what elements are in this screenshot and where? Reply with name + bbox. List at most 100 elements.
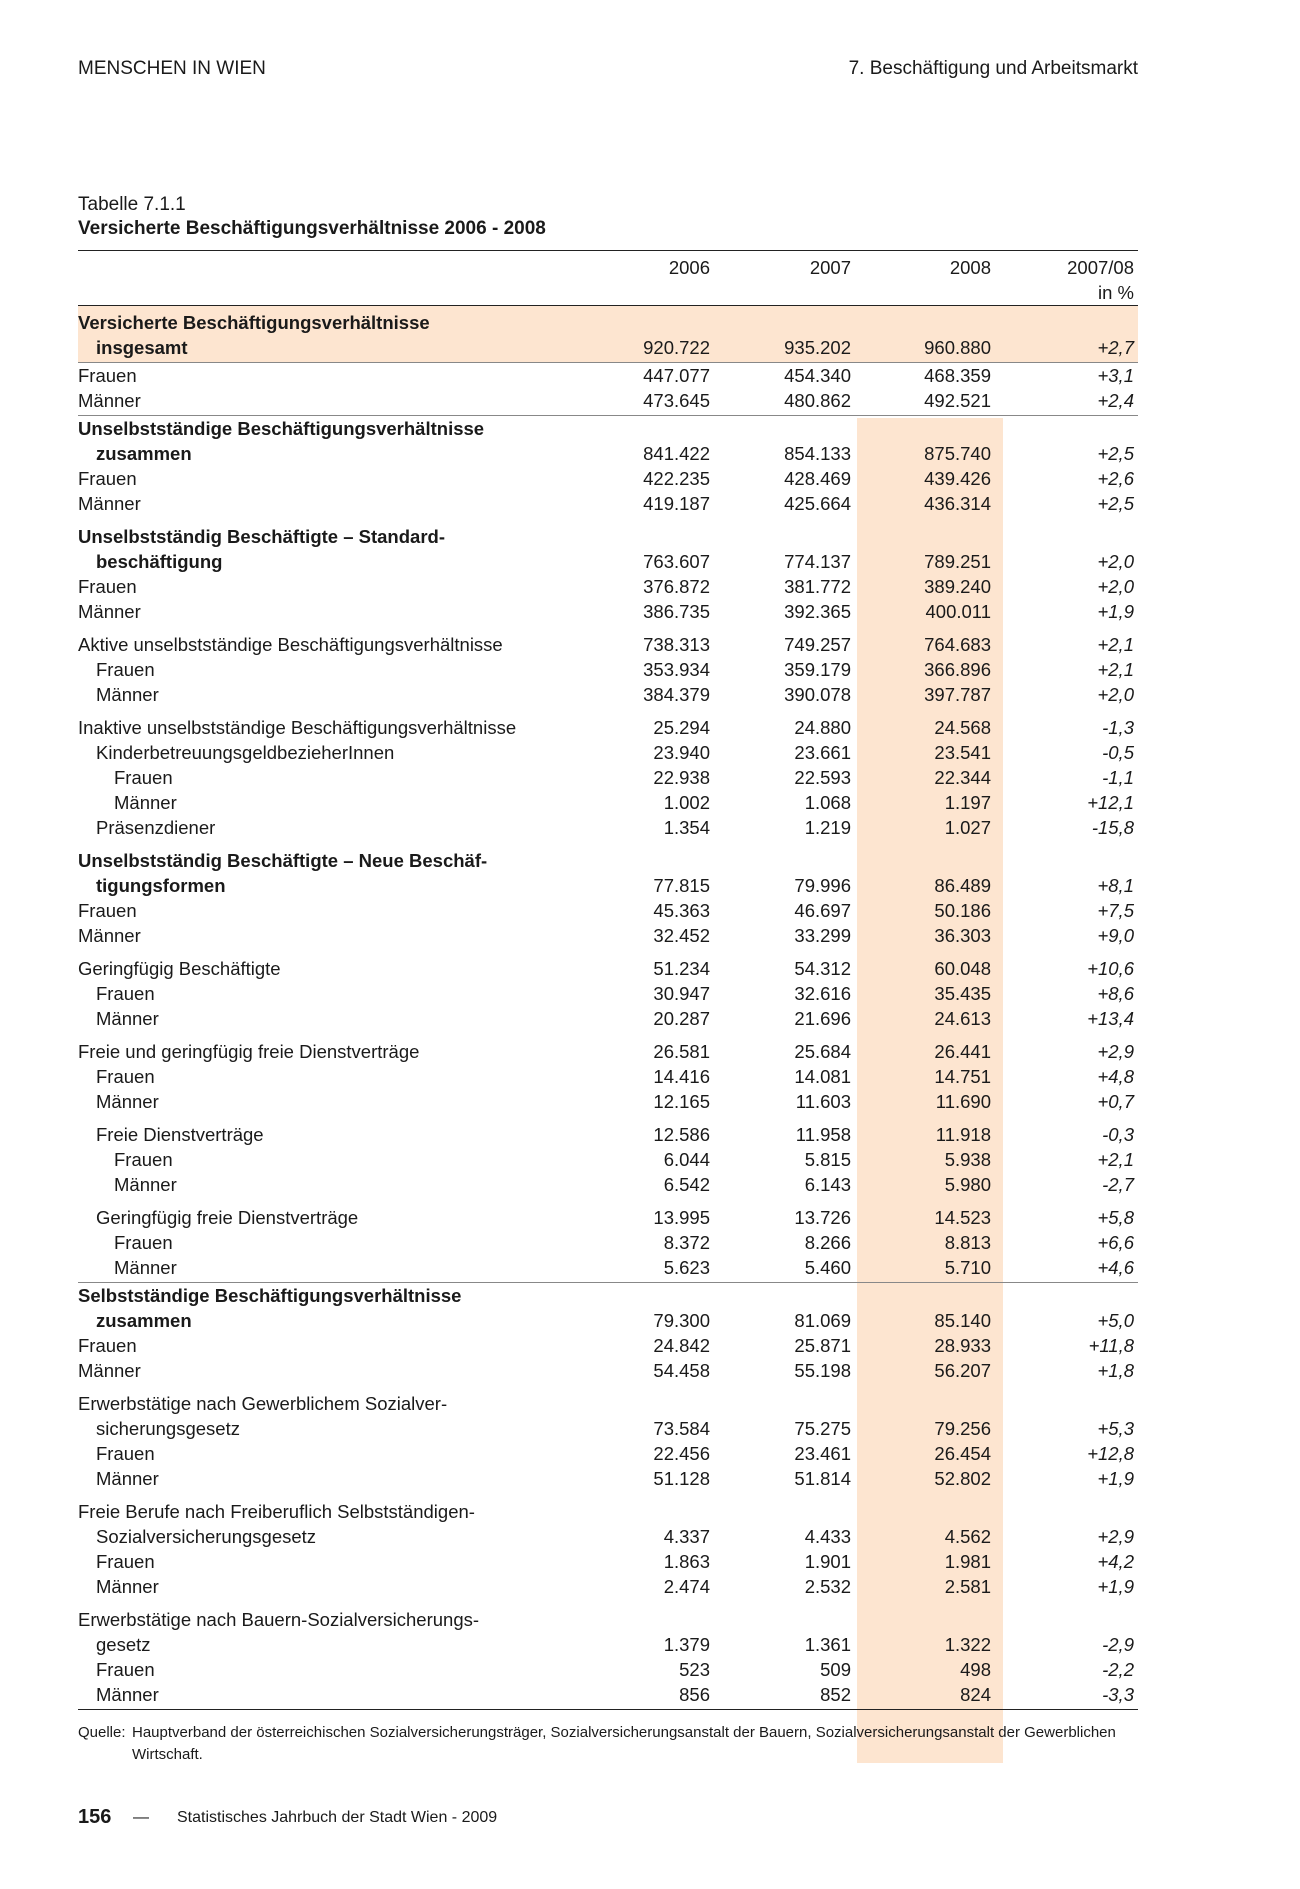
value-2008: 5.710 [944, 1257, 991, 1278]
row-group: Aktive unselbstständige Beschäftigungsve… [78, 624, 1138, 707]
table-row: Männer 32.452 33.299 36.303 +9,0 [78, 923, 1138, 948]
row-group: Unselbstständige Beschäftigungsverhältni… [78, 416, 1138, 516]
value-2006: 45.363 [653, 900, 710, 921]
row-group: Unselbstständig Beschäftigte – Neue Besc… [78, 840, 1138, 948]
value-2006: 5.623 [663, 1257, 710, 1278]
value-2008: 1.981 [944, 1551, 991, 1572]
row-group: Erwerbstätige nach Gewerblichem Sozialve… [78, 1383, 1138, 1491]
value-2008: 86.489 [934, 875, 991, 896]
value-2007: 75.275 [794, 1418, 851, 1439]
table-row: Frauen 24.842 25.871 28.933 +11,8 [78, 1333, 1138, 1358]
value-2008: 56.207 [934, 1360, 991, 1381]
row-label: Männer [114, 1257, 177, 1278]
change-percent: +4,6 [1097, 1257, 1134, 1278]
change-percent: +12,1 [1087, 792, 1134, 813]
table-title: Versicherte Beschäftigungsverhältnisse 2… [78, 218, 546, 239]
row-label: Frauen [114, 1149, 173, 1170]
table-row: Männer 386.735 392.365 400.011 +1,9 [78, 599, 1138, 624]
row-label: Versicherte Beschäftigungsverhältnisse [78, 312, 430, 333]
row-label: zusammen [96, 443, 192, 464]
value-2007: 774.137 [784, 551, 851, 572]
row-label: tigungsformen [96, 875, 226, 896]
value-2007: 392.365 [784, 601, 851, 622]
change-percent: -1,1 [1102, 767, 1134, 788]
column-header-2006: 2006 [668, 257, 710, 278]
table-row: Frauen 376.872 381.772 389.240 +2,0 [78, 574, 1138, 599]
table-row: Frauen 523 509 498 -2,2 [78, 1657, 1138, 1682]
value-2007: 14.081 [794, 1066, 851, 1087]
value-2007: 22.593 [794, 767, 851, 788]
value-2007: 23.461 [794, 1443, 851, 1464]
change-percent: +2,6 [1097, 468, 1134, 489]
row-label: Männer [96, 1008, 159, 1029]
value-2008: 28.933 [934, 1335, 991, 1356]
value-2008: 14.751 [934, 1066, 991, 1087]
row-label: Sozialversicherungsgesetz [96, 1526, 317, 1547]
page-footer: 156 — Statistisches Jahrbuch der Stadt W… [78, 1806, 497, 1829]
value-2008: 79.256 [934, 1418, 991, 1439]
value-2008: 389.240 [924, 576, 991, 597]
value-2008: 397.787 [924, 684, 991, 705]
row-group: Inaktive unselbstständige Beschäftigungs… [78, 707, 1138, 840]
change-percent: -2,7 [1102, 1174, 1134, 1195]
row-label: Frauen [78, 576, 137, 597]
value-2008: 960.880 [924, 337, 991, 358]
value-2008: 789.251 [924, 551, 991, 572]
row-label: Freie Berufe nach Freiberuflich Selbstst… [78, 1501, 475, 1522]
table-row: Erwerbstätige nach Gewerblichem Sozialve… [78, 1391, 1138, 1416]
row-label: Erwerbstätige nach Gewerblichem Sozialve… [78, 1393, 448, 1414]
table-header: 2006 2007 2008 2007/08 in % [78, 251, 1138, 306]
value-2007: 425.664 [784, 493, 851, 514]
table-row: Männer 384.379 390.078 397.787 +2,0 [78, 682, 1138, 707]
table-number: Tabelle 7.1.1 [78, 194, 186, 215]
change-percent: +4,8 [1097, 1066, 1134, 1087]
change-percent: +3,1 [1097, 365, 1134, 386]
value-2007: 11.958 [795, 1124, 851, 1145]
value-2007: 2.532 [804, 1576, 851, 1597]
table-row: sicherungsgesetz 73.584 75.275 79.256 +5,3 [78, 1416, 1138, 1441]
row-label: Frauen [78, 900, 137, 921]
table-row: Frauen 447.077 454.340 468.359 +3,1 [78, 363, 1138, 388]
value-2006: 23.940 [653, 742, 710, 763]
table-row: Frauen 14.416 14.081 14.751 +4,8 [78, 1064, 1138, 1089]
value-2008: 824 [960, 1684, 991, 1705]
change-percent: -15,8 [1091, 817, 1134, 838]
row-label: Selbstständige Beschäftigungsverhältniss… [78, 1285, 462, 1306]
value-2007: 79.996 [794, 875, 851, 896]
page-number: 156 [78, 1806, 112, 1828]
value-2008: 22.344 [934, 767, 991, 788]
value-2007: 1.901 [804, 1551, 851, 1572]
table-row: tigungsformen 77.815 79.996 86.489 +8,1 [78, 873, 1138, 898]
value-2007: 55.198 [794, 1360, 851, 1381]
value-2008: 52.802 [934, 1468, 991, 1489]
table-body: Versicherte Beschäftigungsverhältnisse in… [78, 306, 1138, 1710]
value-2006: 8.372 [663, 1232, 710, 1253]
table-row: Freie Berufe nach Freiberuflich Selbstst… [78, 1499, 1138, 1524]
value-2006: 1.002 [663, 792, 710, 813]
value-2008: 8.813 [944, 1232, 991, 1253]
row-label: Frauen [96, 1551, 155, 1572]
change-percent: +2,9 [1097, 1041, 1134, 1062]
value-2007: 23.661 [794, 742, 851, 763]
row-label: Männer [96, 1684, 159, 1705]
table-row: Sozialversicherungsgesetz 4.337 4.433 4.562… [78, 1524, 1138, 1549]
value-2007: 1.068 [804, 792, 851, 813]
table-row: KinderbetreuungsgeldbezieherInnen 23.940 2… [78, 740, 1138, 765]
value-2008: 26.454 [934, 1443, 991, 1464]
table-row: Selbstständige Beschäftigungsverhältniss… [78, 1283, 1138, 1308]
column-header-change: 2007/08 [1067, 257, 1134, 278]
value-2006: 763.607 [643, 551, 710, 572]
value-2008: 875.740 [924, 443, 991, 464]
change-percent: -1,3 [1102, 717, 1134, 738]
row-group: Freie Berufe nach Freiberuflich Selbstst… [78, 1491, 1138, 1599]
value-2006: 12.586 [653, 1124, 710, 1145]
change-percent: +11,8 [1088, 1335, 1134, 1356]
table-row: Männer 12.165 11.603 11.690 +0,7 [78, 1089, 1138, 1114]
row-label: Frauen [96, 1443, 155, 1464]
value-2006: 12.165 [653, 1091, 710, 1112]
row-label: beschäftigung [96, 551, 223, 572]
table-row: Männer 54.458 55.198 56.207 +1,8 [78, 1358, 1138, 1383]
value-2006: 24.842 [653, 1335, 710, 1356]
value-2008: 36.303 [934, 925, 991, 946]
value-2006: 386.735 [643, 601, 710, 622]
